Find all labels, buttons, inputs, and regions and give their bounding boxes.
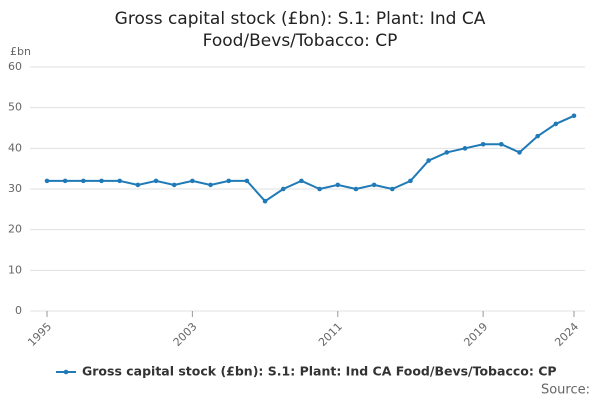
data-point (462, 146, 468, 151)
data-point (499, 141, 504, 147)
data-point (208, 182, 213, 188)
y-axis-label: £bn (10, 45, 31, 58)
data-point (81, 178, 86, 184)
series-line (47, 114, 575, 203)
data-point (226, 178, 232, 184)
chart-title: Gross capital stock (£bn): S.1: Plant: I… (114, 9, 486, 51)
y-tick-label: 10 (8, 263, 22, 276)
data-point (389, 186, 395, 192)
y-tick-label: 20 (8, 223, 22, 236)
legend-marker (63, 369, 69, 375)
data-point (299, 178, 304, 184)
x-tick-label: 2003 (171, 320, 200, 349)
y-tick-label: 50 (8, 101, 22, 114)
data-point (353, 186, 359, 192)
legend-label: Gross capital stock (£bn): S.1: Plant: I… (82, 364, 557, 379)
data-point (190, 178, 195, 184)
data-point (444, 150, 450, 155)
x-tick-label: 2011 (316, 320, 345, 349)
data-point (317, 186, 322, 192)
data-point (280, 186, 286, 192)
data-point (244, 178, 250, 184)
data-point (262, 198, 268, 204)
data-point (480, 141, 486, 147)
data-point (517, 150, 522, 155)
data-point (62, 178, 68, 184)
data-point (335, 182, 341, 188)
data-point (426, 158, 431, 163)
source: Source: (541, 383, 590, 398)
y-tick-label: 60 (8, 60, 22, 73)
y-tick-label: 40 (8, 141, 22, 154)
data-point (117, 178, 122, 184)
data-point (135, 182, 141, 188)
y-tick-label: 30 (8, 182, 22, 195)
data-point (553, 121, 559, 127)
data-point (153, 178, 159, 184)
x-tick-label: 1995 (25, 320, 54, 349)
data-point (371, 182, 377, 188)
data-point (44, 178, 50, 184)
x-tick-label: 2019 (461, 320, 490, 349)
data-point (571, 113, 577, 119)
y-tick-label: 0 (15, 304, 22, 317)
data-point (408, 178, 413, 184)
x-tick-label: 2024 (552, 320, 581, 349)
data-point (171, 182, 177, 188)
data-point (99, 178, 104, 184)
data-point (535, 133, 540, 139)
